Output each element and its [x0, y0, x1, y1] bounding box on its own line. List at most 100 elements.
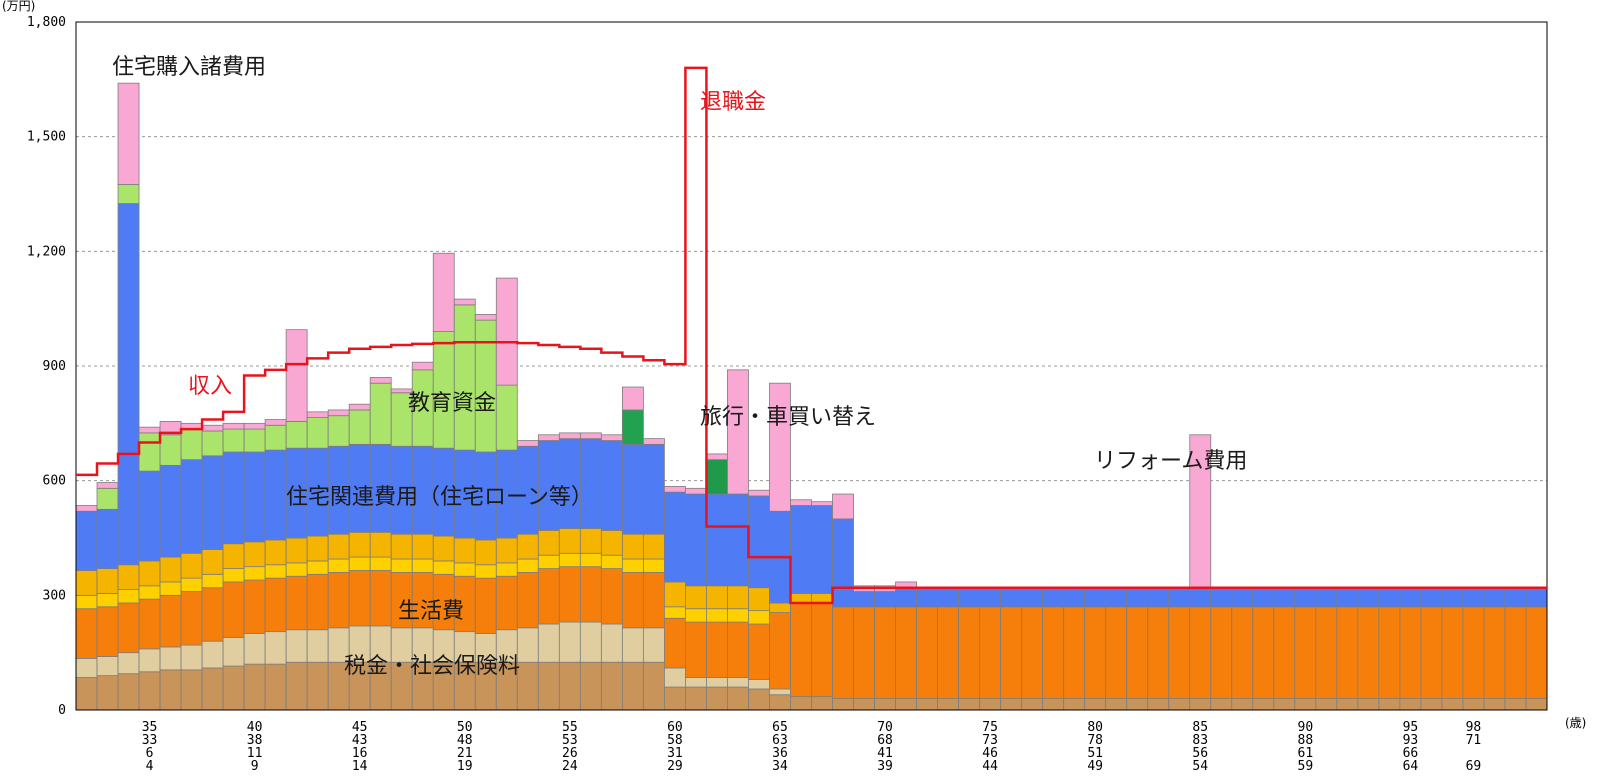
bar-segment — [369, 556, 392, 571]
bar-segment — [516, 661, 539, 711]
bar-segment — [769, 688, 791, 696]
bar-segment — [1063, 587, 1086, 608]
bar-segment — [159, 434, 182, 466]
bar-segment — [348, 409, 371, 445]
bar-stack — [937, 587, 959, 711]
bar-segment — [96, 487, 119, 510]
bar-segment — [1147, 698, 1170, 711]
bar-segment — [1189, 698, 1212, 711]
x-tick-label: 88 — [1298, 733, 1314, 748]
bar-segment — [96, 508, 119, 569]
bar-segment — [306, 661, 329, 711]
x-tick-label: 49 — [1087, 759, 1103, 774]
bar-segment — [516, 558, 539, 573]
bar-segment — [474, 577, 497, 634]
x-tick-label: 48 — [457, 733, 473, 748]
bar-segment — [727, 369, 749, 495]
bar-segment — [621, 661, 644, 711]
bar-segment — [327, 533, 350, 560]
bar-stack — [117, 82, 140, 711]
bar-segment — [621, 409, 644, 445]
annotation-housing-cost: 住宅関連費用（住宅ローン等） — [286, 485, 593, 510]
bar-segment — [874, 698, 896, 711]
bar-segment — [222, 543, 245, 569]
bar-segment — [600, 529, 623, 556]
bar-stack — [1210, 587, 1233, 711]
bar-segment — [811, 696, 833, 711]
bar-segment — [790, 505, 812, 594]
bar-stack — [1147, 587, 1170, 711]
bar-segment — [453, 562, 476, 577]
bar-segment — [306, 411, 329, 419]
bar-segment — [600, 661, 623, 711]
x-tick-label: 40 — [247, 720, 263, 735]
bar-segment — [874, 606, 896, 699]
x-tick-label: 71 — [1466, 733, 1482, 748]
x-tick-label: 9 — [251, 759, 259, 774]
bar-segment — [706, 493, 728, 587]
bar-segment — [979, 587, 1002, 608]
bar-segment — [1399, 606, 1422, 699]
x-tick-label: 61 — [1298, 746, 1314, 761]
y-tick-label: 1,200 — [27, 244, 66, 259]
bar-segment — [306, 417, 329, 449]
bar-segment — [369, 570, 392, 627]
bar-segment — [1252, 587, 1275, 608]
bar-segment — [201, 455, 224, 550]
bar-segment — [75, 594, 98, 610]
bar-segment — [1378, 698, 1401, 711]
bar-segment — [96, 656, 119, 677]
bar-segment — [222, 451, 245, 545]
bar-segment — [1441, 606, 1464, 699]
bar-segment — [727, 677, 749, 688]
x-tick-label: 41 — [877, 746, 893, 761]
bar-stack — [369, 377, 392, 711]
bar-segment — [1441, 698, 1464, 711]
bar-segment — [1105, 698, 1128, 711]
bar-segment — [727, 608, 749, 623]
bar-segment — [1084, 606, 1107, 699]
x-tick-label: 6 — [146, 746, 154, 761]
bar-stack — [1441, 587, 1464, 711]
x-tick-label: 95 — [1403, 720, 1419, 735]
bar-segment — [600, 568, 623, 625]
bar-segment — [1147, 606, 1170, 699]
bar-stack — [916, 587, 938, 711]
bar-segment — [685, 487, 707, 495]
bar-segment — [937, 587, 959, 608]
bar-segment — [453, 304, 476, 451]
bar-stack — [432, 252, 455, 711]
bar-segment — [600, 554, 623, 569]
bar-segment — [937, 606, 959, 699]
bar-segment — [1000, 587, 1023, 608]
annotation-income: 収入 — [188, 374, 232, 399]
bar-segment — [1399, 587, 1422, 608]
bar-segment — [306, 560, 329, 575]
x-tick-label: 11 — [247, 746, 263, 761]
bar-segment — [411, 361, 434, 371]
bar-segment — [706, 453, 728, 461]
bar-stack — [159, 421, 182, 711]
bar-segment — [285, 421, 308, 449]
bar-segment — [706, 585, 728, 610]
bar-segment — [1021, 698, 1044, 711]
bar-segment — [117, 602, 140, 654]
bar-segment — [327, 572, 350, 629]
x-tick-label: 44 — [982, 759, 998, 774]
bar-stack — [138, 426, 161, 711]
bar-segment — [537, 529, 560, 556]
bar-segment — [558, 528, 581, 554]
bar-stack — [1399, 587, 1422, 711]
bar-segment — [516, 440, 539, 447]
annotation-tax: 税金・社会保険料 — [344, 654, 520, 679]
bar-segment — [411, 558, 434, 573]
bar-segment — [579, 438, 602, 529]
bar-stack — [958, 587, 981, 711]
bar-segment — [937, 698, 959, 711]
bar-stack — [600, 434, 623, 711]
bar-segment — [201, 424, 224, 432]
bar-segment — [285, 575, 308, 631]
bar-stack — [96, 482, 119, 711]
bar-segment — [769, 382, 791, 512]
bar-segment — [1336, 698, 1359, 711]
